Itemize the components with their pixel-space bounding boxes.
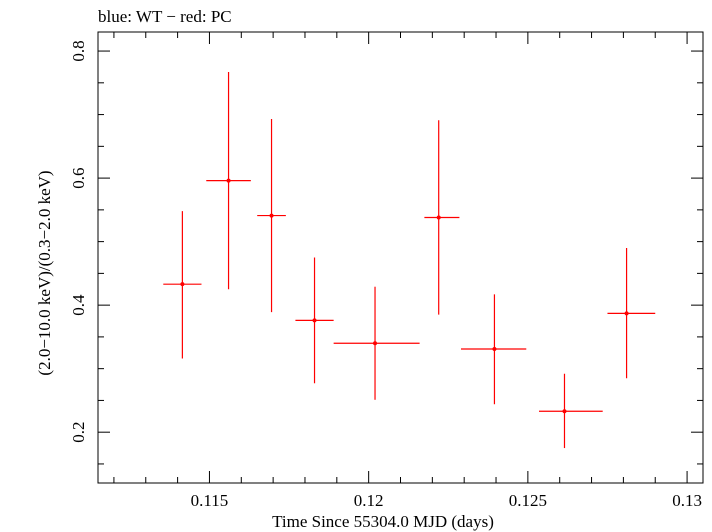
- data-point: [539, 373, 603, 449]
- y-tick-label: 0.8: [69, 40, 88, 61]
- data-point: [607, 247, 656, 379]
- data-point: [206, 72, 251, 290]
- data-marker: [562, 409, 567, 414]
- x-tick-label: 0.115: [191, 491, 229, 510]
- x-axis-label: Time Since 55304.0 MJD (days): [272, 512, 494, 531]
- x-tick-label: 0.125: [509, 491, 547, 510]
- x-tick-label: 0.12: [354, 491, 384, 510]
- data-point: [461, 294, 527, 405]
- data-marker: [492, 346, 497, 351]
- data-point: [257, 119, 286, 313]
- data-marker: [269, 213, 274, 218]
- x-tick-label: 0.13: [672, 491, 702, 510]
- data-point: [295, 257, 334, 384]
- plot-frame: [97, 31, 704, 484]
- x-axis: 0.115 0.12 0.125 0.13: [113, 32, 702, 510]
- y-tick-label: 0.2: [69, 422, 88, 443]
- data-marker: [373, 341, 378, 346]
- data-point: [163, 211, 202, 359]
- data-marker: [226, 178, 231, 183]
- data-marker: [624, 311, 629, 316]
- data-marker: [312, 318, 317, 323]
- chart-title: blue: WT − red: PC: [98, 7, 232, 26]
- data-marker: [436, 215, 441, 220]
- y-tick-label: 0.4: [69, 294, 88, 316]
- data-point: [424, 120, 460, 315]
- data-point: [333, 286, 420, 400]
- y-tick-label: 0.6: [69, 167, 88, 188]
- y-axis: 0.2 0.4 0.6 0.8: [69, 40, 703, 465]
- data-marker: [180, 282, 185, 287]
- data-series-pc: [163, 72, 656, 449]
- y-axis-label: (2.0−10.0 keV)/(0.3−2.0 keV): [35, 170, 54, 375]
